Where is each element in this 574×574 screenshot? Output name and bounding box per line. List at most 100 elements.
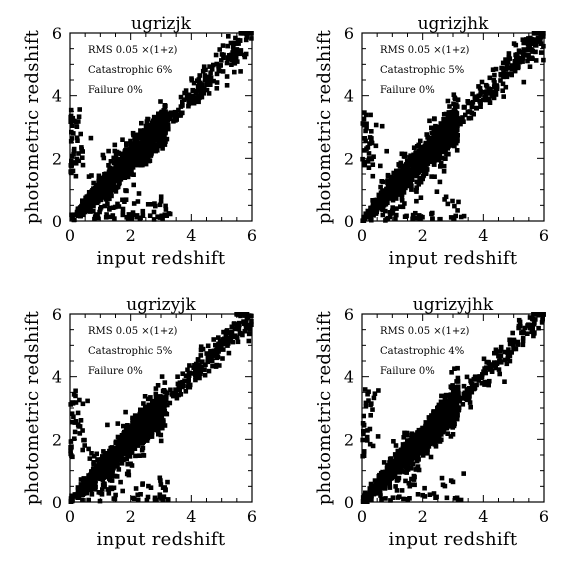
data-point — [161, 404, 167, 409]
data-point — [158, 415, 164, 421]
data-point — [191, 93, 196, 99]
panel-title: ugrizjhk — [418, 14, 490, 34]
data-point — [447, 104, 452, 109]
data-point — [233, 35, 238, 41]
data-point — [213, 364, 219, 369]
data-point — [79, 206, 85, 211]
data-point — [365, 212, 370, 218]
data-point — [214, 80, 220, 85]
data-point — [178, 392, 184, 397]
x-tick-label: 6 — [539, 226, 549, 245]
data-point — [77, 107, 82, 112]
data-point — [71, 494, 76, 499]
data-point — [78, 482, 84, 487]
data-point — [158, 478, 163, 483]
data-point — [120, 488, 125, 494]
data-point — [441, 131, 447, 137]
data-point — [189, 76, 194, 81]
data-point — [89, 208, 94, 214]
data-point — [92, 453, 97, 459]
data-point — [230, 50, 235, 55]
data-point — [132, 436, 138, 441]
data-point — [520, 59, 525, 64]
data-point — [79, 485, 85, 491]
data-point — [96, 185, 102, 190]
data-point — [246, 338, 252, 344]
data-point — [215, 354, 221, 360]
data-point — [208, 82, 213, 87]
data-point — [167, 211, 173, 217]
x-tick-label: 2 — [126, 507, 136, 526]
data-point — [195, 357, 201, 362]
data-point — [511, 346, 516, 352]
data-point — [197, 73, 202, 78]
data-point — [234, 47, 240, 52]
data-point — [134, 145, 139, 150]
data-point — [454, 148, 460, 153]
data-point — [431, 145, 436, 151]
data-point — [80, 447, 85, 453]
data-point — [101, 469, 106, 474]
data-point — [205, 352, 211, 358]
x-tick-label: 0 — [357, 226, 367, 245]
data-point — [101, 155, 107, 161]
data-point — [144, 497, 150, 503]
data-point — [143, 161, 149, 167]
data-point — [133, 424, 138, 430]
data-point — [365, 145, 371, 150]
data-point — [363, 128, 368, 134]
data-point — [220, 43, 226, 48]
y-tick-label: 2 — [52, 149, 62, 168]
data-point — [80, 497, 85, 503]
data-point — [101, 475, 106, 480]
data-point — [470, 99, 476, 105]
data-point — [118, 479, 123, 485]
data-point — [178, 94, 184, 100]
data-point — [219, 58, 224, 63]
data-point — [172, 109, 178, 115]
data-point — [76, 151, 81, 156]
data-point — [230, 339, 236, 345]
data-point — [207, 64, 212, 69]
y-tick-label: 6 — [52, 305, 62, 324]
data-point — [527, 315, 533, 320]
data-point — [89, 190, 94, 195]
data-point — [97, 462, 103, 467]
data-point — [430, 216, 435, 222]
data-point — [153, 391, 159, 397]
data-point — [431, 159, 437, 165]
data-point — [110, 213, 116, 218]
data-point — [95, 457, 100, 463]
data-point — [421, 173, 427, 178]
data-point — [80, 149, 85, 154]
data-point — [238, 51, 243, 57]
data-point — [409, 187, 414, 192]
data-point — [139, 120, 144, 126]
data-point — [518, 50, 523, 55]
data-point — [136, 414, 142, 419]
data-point — [149, 424, 155, 429]
data-point — [158, 138, 164, 143]
data-point — [394, 185, 399, 191]
data-point — [441, 112, 447, 117]
data-point — [481, 356, 487, 362]
data-point — [503, 84, 509, 90]
data-point — [417, 175, 422, 181]
data-point — [150, 124, 156, 130]
data-point — [221, 52, 226, 58]
y-tick-label: 0 — [52, 493, 62, 512]
data-point — [498, 72, 504, 78]
data-point — [433, 123, 438, 129]
data-point — [201, 91, 206, 96]
data-point — [474, 106, 479, 111]
data-point — [137, 140, 142, 146]
data-point — [377, 197, 382, 203]
data-point — [156, 139, 161, 144]
data-point — [417, 161, 422, 167]
data-point — [112, 216, 117, 221]
data-point — [156, 143, 162, 149]
data-point — [186, 381, 191, 387]
data-point — [183, 389, 189, 394]
data-point — [425, 135, 430, 140]
data-point — [142, 427, 147, 433]
